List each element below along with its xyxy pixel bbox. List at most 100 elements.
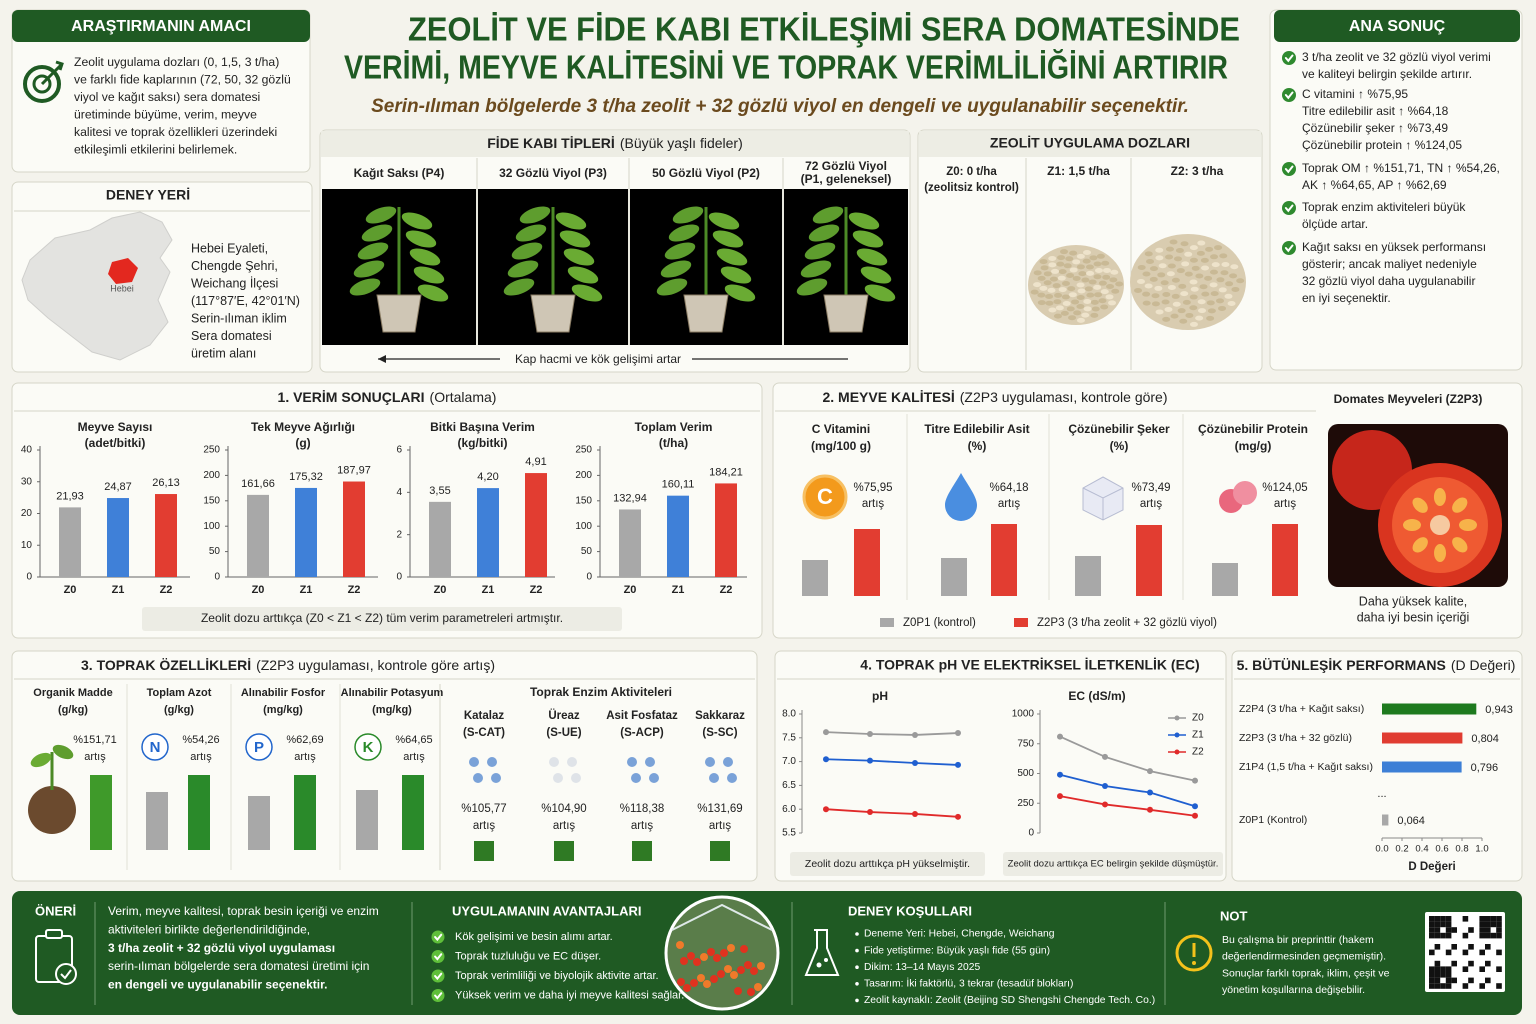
x-tick-label: 0.4	[1415, 844, 1428, 855]
icon-letter: N	[150, 739, 161, 756]
label: Toprak tuzluluğu ve EC düşer.	[455, 950, 601, 962]
label: Sakkaraz	[695, 710, 745, 722]
zeolite-grain	[1200, 257, 1209, 263]
zeolite-grain	[1176, 268, 1185, 274]
label: (117°87′E, 42°01′N)	[191, 294, 300, 308]
zeolite-grain	[1221, 262, 1230, 268]
label: Serin-ılıman iklim	[191, 311, 287, 325]
zeolite-grain	[1158, 263, 1167, 269]
tomato-seed-cavity	[1433, 488, 1446, 507]
y-tick-label: Z2P3 (3 t/ha + 32 gözlü)	[1239, 732, 1352, 744]
label: %124,05	[1262, 482, 1307, 494]
plant-leaf	[660, 260, 692, 278]
zeolite-grain	[1215, 298, 1224, 304]
zeolite-grain	[1191, 265, 1200, 271]
label: 50 Gözlü Viyol (P2)	[652, 166, 760, 180]
qr-module	[1434, 977, 1441, 984]
value-label: 184,21	[709, 466, 743, 478]
qr-module	[1434, 972, 1441, 978]
qr-module	[1479, 921, 1485, 928]
zeolite-grain	[1199, 284, 1208, 290]
bullet	[855, 998, 859, 1003]
marker	[823, 729, 829, 736]
warning-dot	[1192, 961, 1196, 965]
label: (%)	[968, 439, 987, 453]
qr-module	[1468, 977, 1474, 984]
plant-leaf	[559, 230, 591, 248]
bar	[59, 507, 81, 577]
qr-module	[1434, 916, 1441, 922]
check-icon	[431, 930, 445, 944]
x-tick-label: Z0	[624, 584, 637, 596]
zeolite-grain	[1216, 277, 1225, 283]
qr-module	[1496, 983, 1502, 989]
qr-module	[1429, 932, 1435, 939]
main-title: VERİMİ, MEYVE KALİTESİNİ VE TOPRAK VERİM…	[344, 49, 1228, 86]
chart-title: pH	[872, 689, 888, 703]
map-label: Hebei	[110, 283, 134, 293]
label: ölçüde artar.	[1302, 217, 1368, 231]
zeolite-grain	[1171, 277, 1180, 283]
plant-leaf	[361, 224, 393, 242]
zeolite-grain	[1078, 271, 1087, 277]
zeolite-grain	[1037, 300, 1046, 306]
greenhouse-tomato	[734, 987, 742, 995]
check-mark	[434, 972, 443, 981]
panel-title: ANA SONUÇ	[1349, 18, 1446, 35]
zeolite-grain	[1189, 294, 1198, 300]
enzyme-icon	[645, 757, 655, 767]
greenhouse-tomato	[750, 967, 758, 975]
bar	[1382, 732, 1463, 744]
label: gösterir; ancak maliyet nedeniyle	[1302, 257, 1477, 271]
zeolite-grain	[1086, 292, 1095, 298]
label: ve kaliteyi belirgin şekilde artırır.	[1302, 67, 1472, 81]
label: 3 t/ha zeolit + 32 gözlü viyol uygulamas…	[108, 941, 335, 955]
check-mark	[60, 969, 72, 980]
qr-module	[1429, 927, 1435, 933]
zeolite-grain	[1090, 312, 1099, 318]
x-tick-label: Z1	[300, 584, 313, 596]
y-tick-label: 5.5	[782, 828, 796, 839]
y-tick-label: 4	[396, 487, 402, 498]
y-tick-label: 6.0	[782, 804, 796, 815]
label: 32 gözlü viyol daha uygulanabilir	[1302, 274, 1475, 288]
label: Çözünebilir Şeker	[1068, 422, 1170, 436]
greenhouse-tomato	[707, 948, 715, 956]
zeolite-grain	[1110, 269, 1119, 275]
zeolite-grain	[1082, 258, 1091, 264]
label: Fide yetiştirme: Büyük yaşlı fide (55 gü…	[864, 945, 1050, 956]
marker	[867, 730, 873, 737]
zeolite-grain	[1068, 315, 1077, 321]
enzyme-bar	[632, 841, 652, 861]
zeolite-grain	[1072, 259, 1081, 265]
label: Zeolit kaynaklı: Zeolit (Beijing SD Shen…	[864, 995, 1155, 1006]
y-tick-label: 30	[21, 476, 33, 487]
zeolite-grain	[1072, 275, 1081, 281]
zeolite-grain	[1189, 245, 1198, 251]
x-tick-label: Z2	[530, 584, 543, 596]
chart-title: (kg/bitki)	[458, 436, 508, 450]
qr-module	[1440, 921, 1446, 928]
qr-module	[1485, 932, 1491, 939]
label: Sonuçlar farklı toprak, iklim, çeşit ve	[1222, 967, 1390, 979]
check-mark	[434, 933, 443, 942]
greenhouse-tomato	[740, 945, 748, 953]
zeolite-grain	[1182, 299, 1191, 305]
zeolite-grain	[1149, 266, 1158, 272]
label: üretim alanı	[191, 346, 256, 360]
plant-leaf	[860, 266, 892, 284]
y-tick-label: 0	[396, 572, 402, 583]
plant-leaf	[668, 224, 700, 242]
nutrient-icon	[354, 733, 382, 761]
qr-module	[1445, 949, 1452, 956]
zeolite-grain	[1209, 282, 1218, 288]
nutrient-icon	[245, 733, 273, 761]
label: Toprak enzim aktiviteleri büyük	[1302, 200, 1466, 214]
zeolite-grain	[1082, 250, 1091, 256]
zeolite-grain	[1189, 257, 1198, 263]
greenhouse-tomato	[727, 944, 735, 952]
zeolite-grain	[1088, 279, 1097, 285]
qr-module	[1468, 927, 1474, 933]
label: kalitesi ve toprak özellikleri üzerindek…	[74, 125, 277, 139]
